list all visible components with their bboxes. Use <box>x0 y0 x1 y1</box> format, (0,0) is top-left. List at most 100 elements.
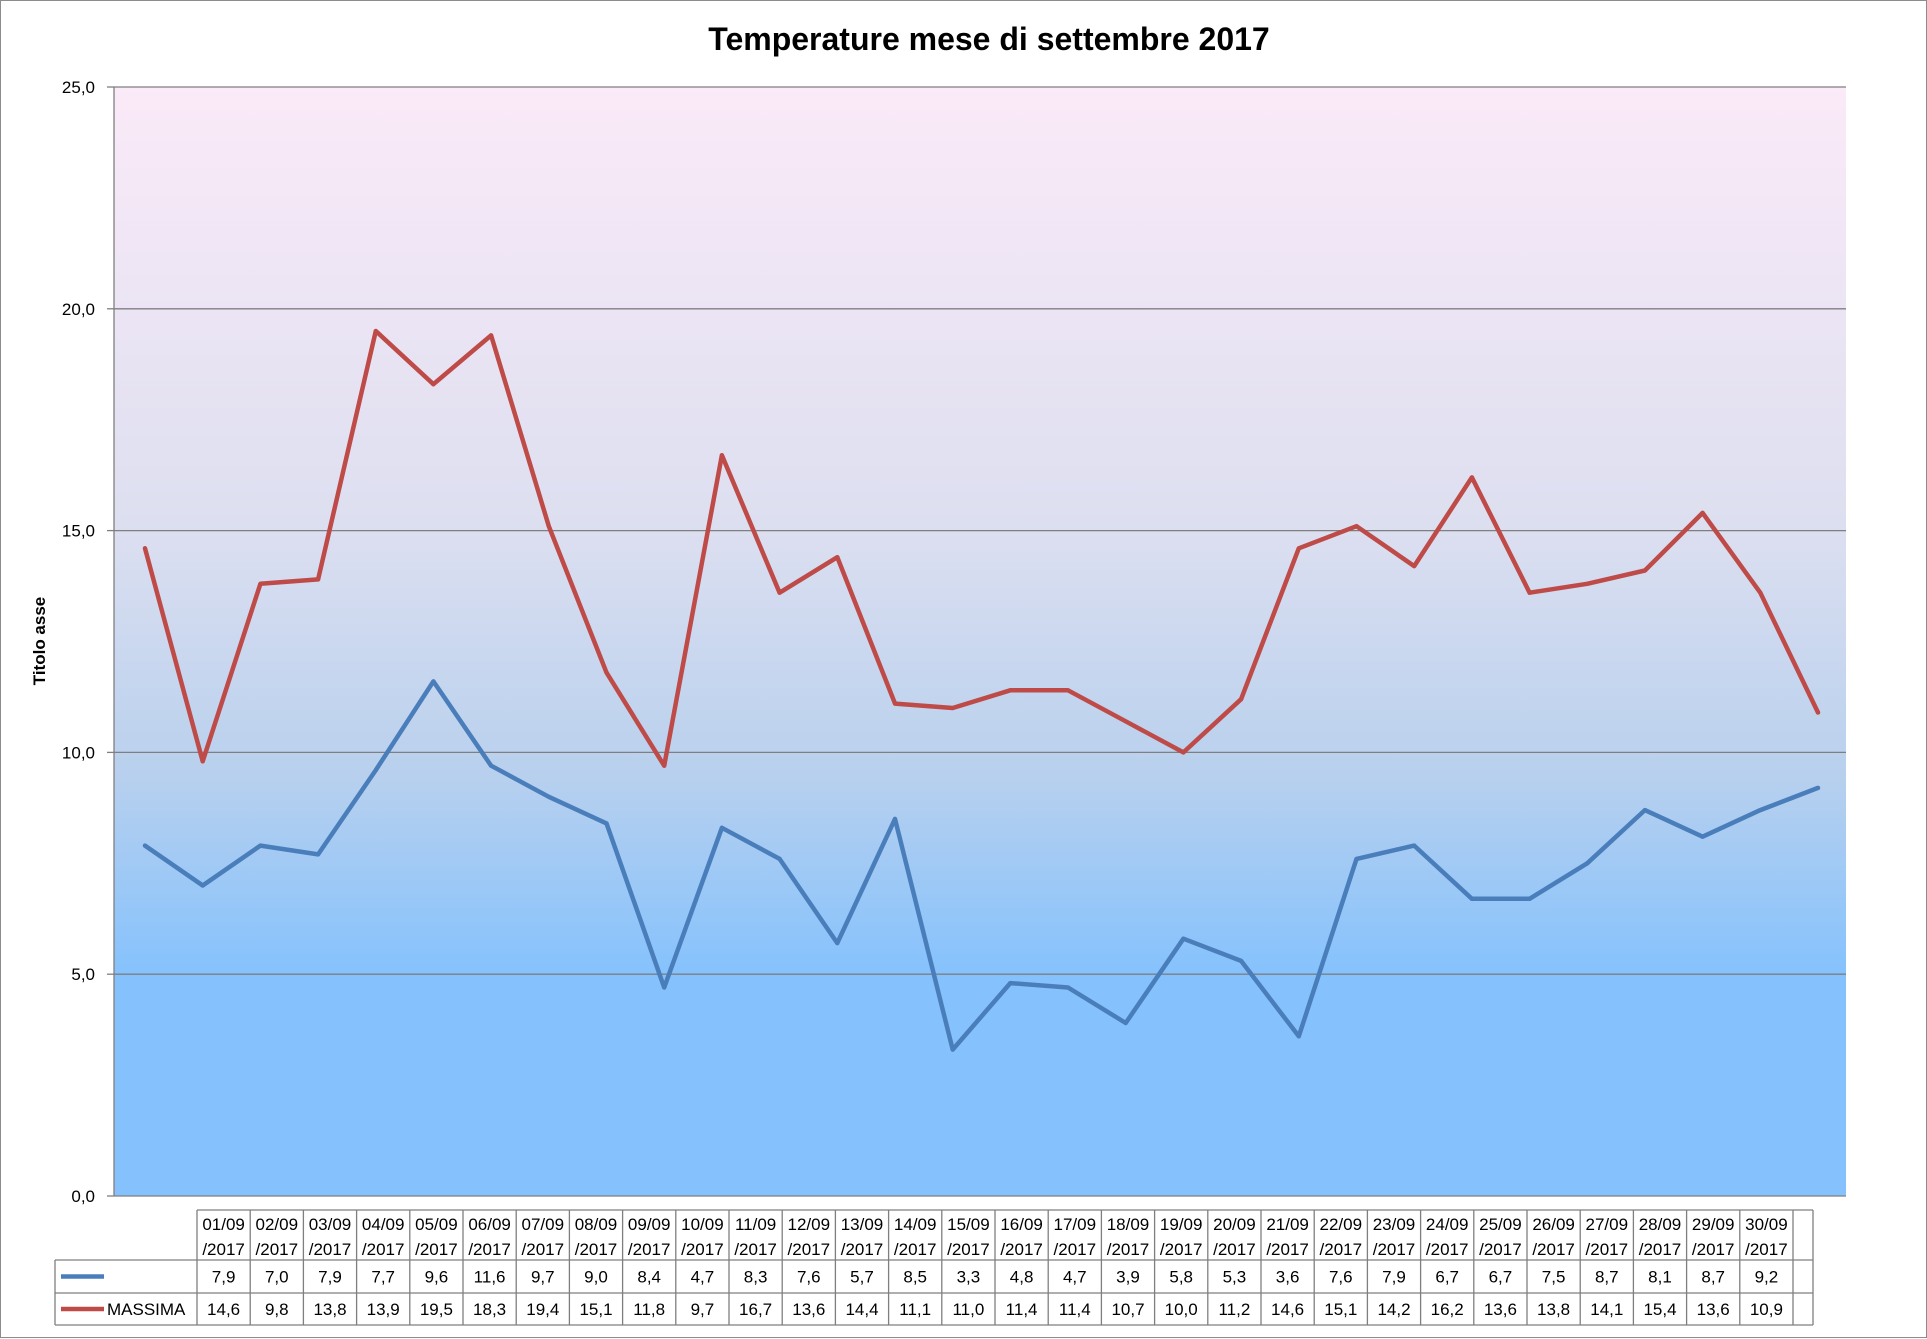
data-table: 01/09/2017 02/09/2017 03/09/2017 04/09/2017… <box>54 1209 1814 1326</box>
x-tick-label-year: /2017 <box>681 1240 724 1259</box>
x-tick-label-year: /2017 <box>1479 1240 1522 1259</box>
x-tick-label: 26/09 <box>1532 1215 1575 1234</box>
x-tick-label: 03/09 <box>309 1215 352 1234</box>
table-cell-value: 13,6 <box>1697 1300 1730 1319</box>
y-tick-label: 5,0 <box>71 965 95 984</box>
y-tick-label: 20,0 <box>62 300 95 319</box>
x-tick-label: 28/09 <box>1639 1215 1682 1234</box>
table-cell-value: 11,4 <box>1059 1300 1091 1319</box>
x-tick-label: 20/09 <box>1213 1215 1256 1234</box>
data-point <box>1296 1034 1301 1039</box>
table-cell-value: 11,0 <box>952 1300 984 1319</box>
data-point <box>143 843 147 848</box>
table-cell-value: 14,6 <box>207 1300 240 1319</box>
x-tick-label-year: /2017 <box>1000 1240 1043 1259</box>
data-point <box>1527 590 1532 595</box>
table-cell-value: 9,7 <box>691 1300 715 1319</box>
y-tick-label: 10,0 <box>62 743 95 762</box>
x-tick-label-year: /2017 <box>575 1240 618 1259</box>
data-point <box>719 825 724 830</box>
table-cell-value: 5,3 <box>1223 1268 1247 1287</box>
x-tick-label-year: /2017 <box>202 1240 245 1259</box>
table-cell-value: 7,6 <box>797 1268 821 1287</box>
x-tick-label: 09/09 <box>628 1215 671 1234</box>
table-cell-value: 13,8 <box>1537 1300 1570 1319</box>
data-point <box>200 883 205 888</box>
data-point <box>1354 856 1359 861</box>
table-cell-value: 11,2 <box>1218 1300 1250 1319</box>
x-tick-label: 08/09 <box>575 1215 618 1234</box>
data-point <box>835 555 840 560</box>
table-cell-value: 7,0 <box>265 1268 289 1287</box>
table-cell-value: 4,7 <box>691 1268 715 1287</box>
x-tick-label-year: /2017 <box>1107 1240 1150 1259</box>
x-tick-label: 11/09 <box>735 1215 776 1234</box>
legend-series-name: MASSIMA <box>107 1300 186 1319</box>
table-cell-value: 19,5 <box>420 1300 453 1319</box>
x-tick-label-year: /2017 <box>947 1240 990 1259</box>
x-tick-label-year: /2017 <box>841 1240 884 1259</box>
table-cell-value: 13,9 <box>367 1300 400 1319</box>
x-tick-label-year: /2017 <box>1213 1240 1256 1259</box>
table-cell-value: 5,7 <box>850 1268 874 1287</box>
data-point <box>1700 834 1705 839</box>
x-tick-label: 22/09 <box>1320 1215 1363 1234</box>
data-point <box>1008 688 1013 693</box>
table-cell-value: 15,4 <box>1643 1300 1676 1319</box>
table-cell-value: 3,9 <box>1116 1268 1140 1287</box>
table-cell-value: 10,7 <box>1111 1300 1144 1319</box>
x-tick-label: 15/09 <box>947 1215 990 1234</box>
x-tick-label: 18/09 <box>1107 1215 1150 1234</box>
table-cell-value: 8,7 <box>1595 1268 1619 1287</box>
data-point <box>1816 710 1820 715</box>
x-tick-label: 07/09 <box>522 1215 565 1234</box>
y-axis-label: Titolo asse <box>30 597 49 686</box>
data-point <box>258 843 263 848</box>
table-cell-value: 9,0 <box>584 1268 608 1287</box>
x-tick-label-year: /2017 <box>894 1240 937 1259</box>
x-tick-label-year: /2017 <box>1054 1240 1097 1259</box>
x-tick-label: 29/09 <box>1692 1215 1735 1234</box>
data-point <box>1585 581 1590 586</box>
series-line-1 <box>142 679 1821 1052</box>
table-cell-value: 16,2 <box>1431 1300 1464 1319</box>
table-cell-value: 8,1 <box>1648 1268 1672 1287</box>
y-tick-label: 0,0 <box>71 1187 95 1206</box>
table-cell-value: 14,6 <box>1271 1300 1304 1319</box>
table-cell-value: 8,4 <box>637 1268 661 1287</box>
x-tick-label: 04/09 <box>362 1215 405 1234</box>
table-cell-value: 15,1 <box>579 1300 612 1319</box>
x-tick-label: 01/09 <box>202 1215 245 1234</box>
table-cell-value: 13,6 <box>792 1300 825 1319</box>
data-point <box>143 546 147 551</box>
table-cell-value: 11,4 <box>1006 1300 1038 1319</box>
data-point <box>950 1047 955 1052</box>
table-cell-value: 7,9 <box>1382 1268 1406 1287</box>
table-cell-value: 14,1 <box>1590 1300 1623 1319</box>
data-point <box>1527 896 1532 901</box>
x-tick-label-year: /2017 <box>1745 1240 1788 1259</box>
x-tick-label-year: /2017 <box>734 1240 777 1259</box>
table-cell-value: 7,7 <box>371 1268 395 1287</box>
x-tick-label: 13/09 <box>841 1215 884 1234</box>
y-tick-label: 15,0 <box>62 522 95 541</box>
x-tick-label-year: /2017 <box>1160 1240 1203 1259</box>
table-cell-value: 3,3 <box>957 1268 981 1287</box>
table-cell-value: 11,6 <box>474 1268 506 1287</box>
table-cell-value: 8,7 <box>1701 1268 1725 1287</box>
x-tick-label-year: /2017 <box>468 1240 511 1259</box>
data-point <box>431 679 436 684</box>
data-point <box>546 524 551 529</box>
table-cell-value: 19,4 <box>526 1300 559 1319</box>
table-cell-value: 13,8 <box>313 1300 346 1319</box>
data-point <box>373 328 378 333</box>
table-cell-value: 9,7 <box>531 1268 555 1287</box>
table-cell-value: 7,6 <box>1329 1268 1353 1287</box>
table-cell-value: 16,7 <box>739 1300 772 1319</box>
table-cell-value: 7,5 <box>1542 1268 1566 1287</box>
data-point <box>1066 688 1071 693</box>
table-cell-value: 4,7 <box>1063 1268 1087 1287</box>
x-tick-label: 17/09 <box>1054 1215 1097 1234</box>
table-cell-value: 18,3 <box>473 1300 506 1319</box>
table-cell-value: 14,4 <box>845 1300 878 1319</box>
